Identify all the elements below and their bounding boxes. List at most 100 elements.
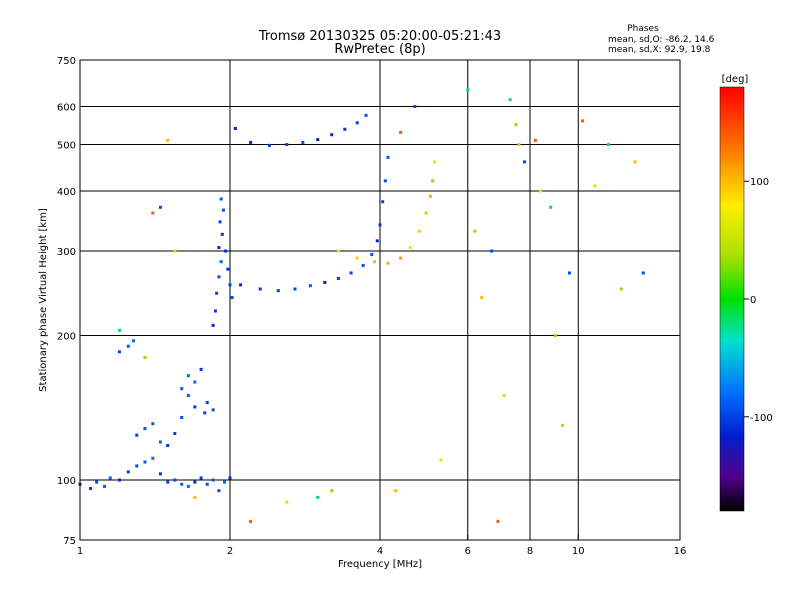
echo-point: [173, 249, 177, 253]
echo-point: [239, 283, 243, 287]
echo-point: [217, 246, 221, 250]
echo-point: [217, 275, 221, 279]
echo-point: [355, 256, 359, 260]
echo-point: [323, 280, 327, 284]
echo-point: [316, 138, 320, 142]
echo-point: [378, 223, 382, 227]
echo-point: [431, 179, 435, 183]
y-tick-label: 75: [63, 536, 76, 547]
echo-point: [205, 401, 209, 405]
echo-point: [223, 480, 227, 484]
colorbar-label: [deg]: [722, 74, 749, 85]
echo-point: [581, 119, 585, 123]
echo-point: [408, 246, 412, 250]
echo-point: [203, 411, 207, 415]
x-tick-label: 1: [77, 546, 83, 557]
colorbar: [719, 86, 745, 512]
echo-point: [180, 482, 184, 486]
phase-stats-x: mean, sd,X: 92.9, 19.8: [608, 45, 711, 55]
echo-point: [567, 271, 571, 275]
colorbar-tick-label: 0: [750, 295, 756, 306]
echo-point: [517, 143, 521, 147]
echo-point: [496, 519, 500, 523]
echo-point: [219, 260, 223, 264]
echo-point: [285, 500, 289, 504]
grid-lines: [80, 60, 680, 540]
echo-point: [383, 179, 387, 183]
echo-point: [186, 484, 190, 488]
echo-point: [166, 138, 170, 142]
echo-point: [143, 427, 147, 431]
echo-point: [205, 482, 209, 486]
colorbar-ticks: 100 0 -100: [744, 177, 773, 424]
echo-point: [473, 229, 477, 233]
echo-point: [308, 284, 312, 288]
echo-point: [375, 239, 379, 243]
echo-point: [549, 205, 553, 209]
echo-point: [386, 261, 390, 265]
echo-point: [180, 387, 184, 391]
echo-point: [330, 133, 334, 137]
echo-point: [336, 276, 340, 280]
phase-stats-heading: Phases: [627, 24, 659, 34]
echo-point: [117, 328, 121, 332]
echo-point: [301, 140, 305, 144]
echo-point: [89, 487, 93, 491]
echo-point: [336, 249, 340, 253]
echo-point: [561, 423, 565, 427]
echo-point: [186, 374, 190, 378]
echo-point: [211, 478, 215, 482]
echo-point: [293, 287, 297, 291]
echo-point: [158, 440, 162, 444]
y-tick-label: 100: [57, 476, 76, 487]
echo-point: [349, 271, 353, 275]
echo-point: [215, 291, 219, 295]
echo-point: [126, 470, 130, 474]
echo-point: [641, 271, 645, 275]
x-axis-label: Frequency [MHz]: [338, 559, 422, 570]
colorbar-tick-label: -100: [750, 413, 773, 424]
echo-point: [186, 394, 190, 398]
echo-point: [226, 267, 230, 271]
echo-point: [151, 422, 155, 426]
echo-point: [135, 464, 139, 468]
echo-point: [199, 367, 203, 371]
echo-point: [633, 160, 637, 164]
echo-point: [508, 98, 512, 102]
echo-point: [180, 415, 184, 419]
echo-point: [220, 232, 224, 236]
echo-point: [230, 296, 234, 300]
echo-point: [151, 211, 155, 215]
echo-point: [233, 126, 237, 130]
echo-point: [211, 408, 215, 412]
echo-point: [224, 249, 228, 253]
echo-point: [199, 476, 203, 480]
y-tick-label: 300: [57, 247, 76, 258]
echo-point: [276, 289, 280, 293]
echo-point: [417, 229, 421, 233]
echo-point: [108, 476, 112, 480]
x-tick-label: 4: [377, 546, 383, 557]
echo-point: [173, 432, 177, 436]
echo-point: [95, 480, 99, 484]
echo-point: [117, 478, 121, 482]
echo-point: [386, 155, 390, 159]
echo-point: [490, 249, 494, 253]
echo-point: [103, 484, 107, 488]
echo-point: [219, 197, 223, 201]
y-tick-label: 400: [57, 187, 76, 198]
y-axis-label: Stationary phase Virtual Height [km]: [38, 208, 49, 392]
echo-point: [249, 519, 253, 523]
y-axis-ticks: 75 100 200 300 400 500 600 750: [57, 56, 86, 547]
echo-point: [399, 130, 403, 134]
echo-point: [502, 394, 506, 398]
echo-point: [228, 476, 232, 480]
echo-point: [514, 123, 518, 127]
echo-point: [249, 140, 253, 144]
echo-point: [151, 456, 155, 460]
echo-point: [370, 253, 374, 257]
echo-points: [78, 88, 645, 523]
echo-point: [343, 127, 347, 131]
echo-point: [480, 296, 484, 300]
echo-point: [218, 220, 222, 224]
